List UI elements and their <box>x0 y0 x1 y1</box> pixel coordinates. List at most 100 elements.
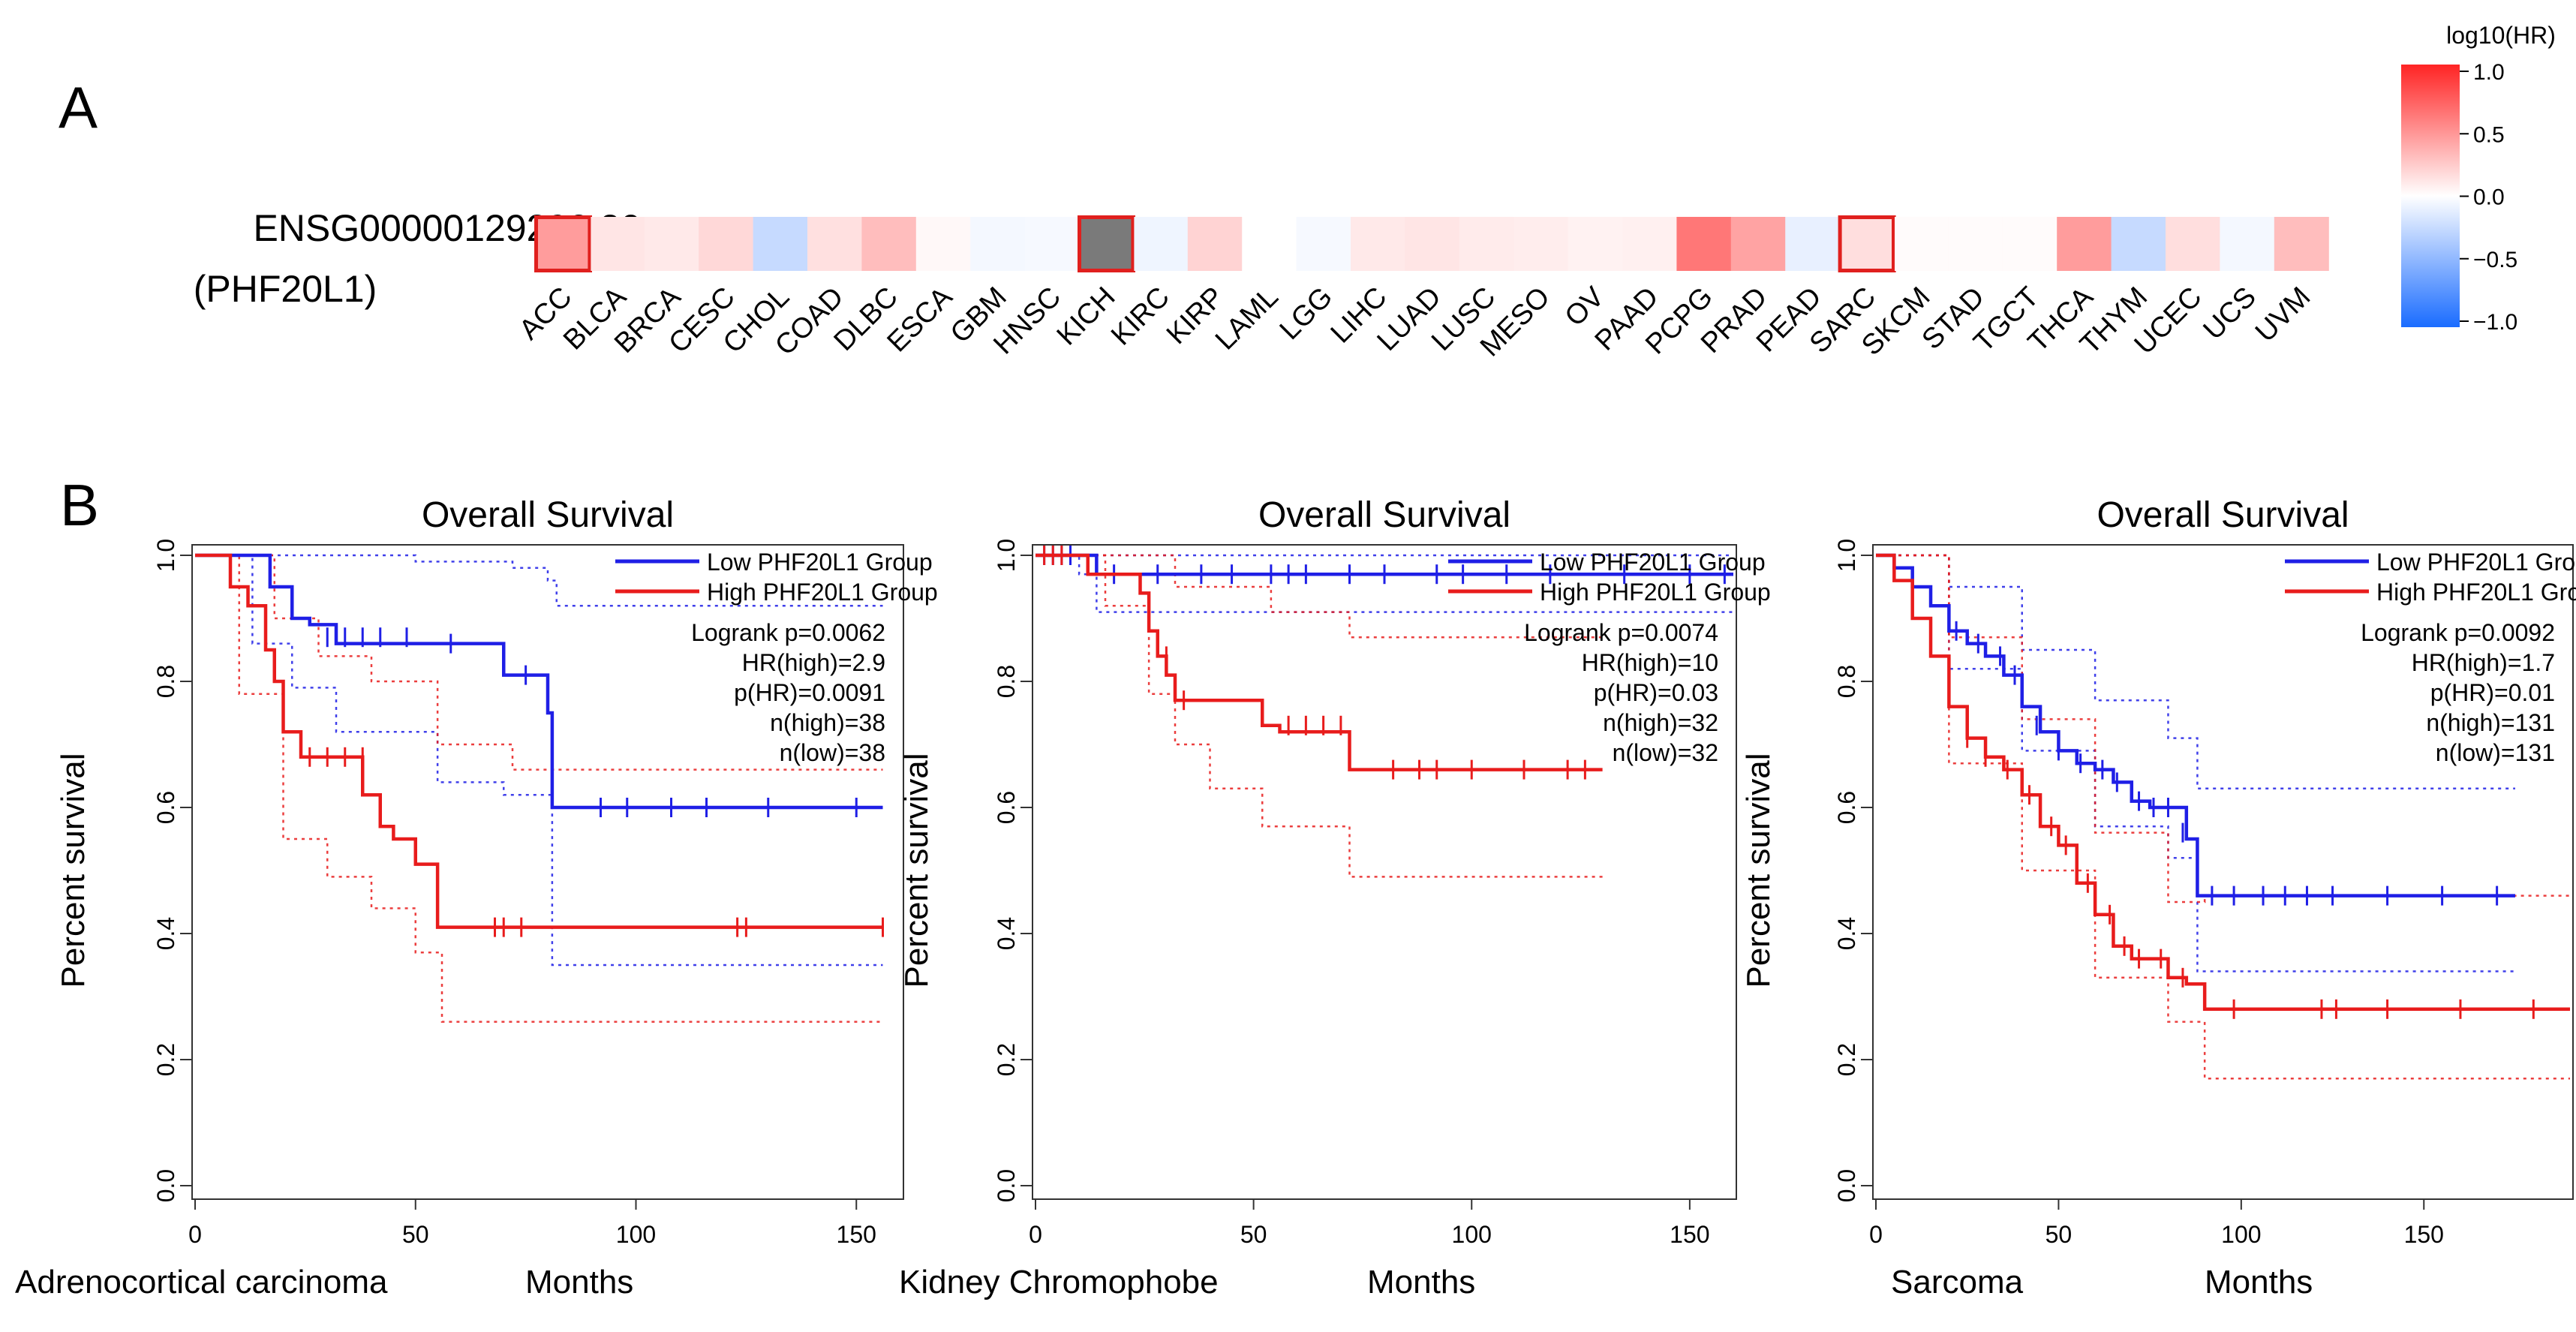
heatmap-cell-cesc <box>699 217 754 271</box>
heatmap-cell-stad <box>1948 217 2003 271</box>
heatmap-cell-thca <box>2057 217 2112 271</box>
heatmap-cells <box>534 215 2329 272</box>
y-tick-label: 0.0 <box>1833 1169 1860 1202</box>
legend-label: Low PHF20L1 Group <box>1540 549 1766 576</box>
y-tick-label: 0.8 <box>1833 665 1860 698</box>
cancer-type-label: Kidney Chromophobe <box>899 1264 1219 1300</box>
stat-line: p(HR)=0.0091 <box>734 679 885 706</box>
heatmap-cell-blca <box>590 217 645 271</box>
y-axis-label: Percent survival <box>55 753 92 988</box>
heatmap-cell-ucs <box>2220 217 2275 271</box>
y-tick-label: 0.6 <box>993 791 1020 824</box>
heatmap-cell-lihc <box>1351 217 1405 271</box>
legend-label: Low PHF20L1 Group <box>2376 549 2576 576</box>
heatmap-cell-sarc <box>1838 215 1896 272</box>
plot-frame <box>1872 544 2574 1200</box>
stat-line: n(low)=131 <box>2436 739 2555 766</box>
x-tick-label: 100 <box>1452 1221 1492 1248</box>
legend-label: High PHF20L1 Group <box>1540 579 1771 606</box>
heatmap-cell-ucec <box>2166 217 2220 271</box>
y-tick-label: 0.4 <box>152 917 179 950</box>
stat-line: n(high)=38 <box>770 709 885 736</box>
y-tick-label: 0.8 <box>152 665 179 698</box>
x-tick-label: 0 <box>1029 1221 1042 1248</box>
ci-upper-high <box>1876 554 2570 904</box>
y-tick-label: 1.0 <box>1833 539 1860 572</box>
y-tick-label: 0.2 <box>993 1043 1020 1076</box>
heatmap-highlight-acc <box>535 216 591 272</box>
legend-label: High PHF20L1 Group <box>2376 579 2576 606</box>
y-tick-label: 0.6 <box>1833 791 1860 824</box>
chart-title: Overall Survival <box>2097 495 2349 535</box>
colorbar-tick-label: 0.5 <box>2473 122 2505 147</box>
ci-lower-high <box>1876 554 2570 1080</box>
heatmap-xlabel-lgg: LGG <box>1274 281 1339 346</box>
heatmap-cell-brca <box>644 217 699 271</box>
heatmap-xlabel-uvm: UVM <box>2250 281 2316 348</box>
stat-line: n(high)=131 <box>2426 709 2555 736</box>
stat-line: HR(high)=2.9 <box>742 649 885 676</box>
cancer-type-label: Sarcoma <box>1891 1264 2024 1300</box>
colorbar <box>2401 65 2460 327</box>
survival-curve-high <box>1036 553 1603 771</box>
y-tick-label: 0.4 <box>1833 917 1860 950</box>
chart-title: Overall Survival <box>1258 495 1510 535</box>
x-tick-label: 150 <box>1670 1221 1709 1248</box>
heatmap-cell-ov <box>1568 217 1623 271</box>
ci-lower-high <box>195 554 883 1023</box>
x-tick-label: 150 <box>837 1221 876 1248</box>
y-tick-label: 1.0 <box>152 539 179 572</box>
heatmap-cell-hnsc <box>1024 217 1080 271</box>
km-chart-kidney-chromophobe: Overall Survival 0.0 0.2 0.4 0.6 0.8 1.0 0 50 100… <box>898 495 1771 1300</box>
heatmap-cell-esca <box>915 217 971 271</box>
heatmap-cell-kirc <box>1133 217 1189 271</box>
survival-curve-low <box>1876 553 2515 898</box>
heatmap-xlabel-ucs: UCS <box>2198 281 2262 346</box>
heatmap-cell-meso <box>1513 217 1569 271</box>
heatmap-cell-pcpg <box>1676 217 1732 271</box>
heatmap-x-labels: ACCBLCABRCACESCCHOLCOADDLBCESCAGBMHNSCKI… <box>513 281 2316 362</box>
heatmap-cell-skcm <box>1894 217 1949 271</box>
heatmap-cell-lgg <box>1296 217 1351 271</box>
heatmap-cell-paad <box>1622 217 1677 271</box>
cancer-type-label: Adrenocortical carcinoma <box>15 1264 388 1300</box>
survival-curve-high <box>195 553 883 929</box>
y-tick-label: 0.2 <box>1833 1043 1860 1076</box>
ci-upper-high <box>1036 554 1603 639</box>
legend-label: Low PHF20L1 Group <box>707 549 933 576</box>
heatmap-cell-kirp <box>1187 217 1243 271</box>
stat-line: p(HR)=0.01 <box>2430 679 2555 706</box>
x-axis-label: Months <box>525 1264 633 1300</box>
x-tick-label: 100 <box>616 1221 656 1248</box>
y-tick-label: 0.2 <box>152 1043 179 1076</box>
heatmap-cell-gbm <box>970 217 1026 271</box>
heatmap-cell-chol <box>753 217 808 271</box>
stat-line: HR(high)=10 <box>1582 649 1718 676</box>
y-axis-label: Percent survival <box>1740 753 1777 988</box>
x-tick-label: 50 <box>2045 1221 2073 1248</box>
heatmap-cell-coad <box>807 217 862 271</box>
panel-label-a: A <box>59 74 98 140</box>
colorbar-title: log10(HR) <box>2446 22 2556 49</box>
heatmap-highlight-kich <box>1078 216 1135 272</box>
ci-lower-low <box>1876 554 2515 973</box>
km-chart-adrenocortical: Overall Survival 0.0 0.2 0.4 0.6 0.8 1.0 0 50 100… <box>15 495 938 1300</box>
stat-line: n(high)=32 <box>1603 709 1718 736</box>
x-tick-label: 50 <box>402 1221 429 1248</box>
heatmap-cell-pead <box>1785 217 1841 271</box>
heatmap-xlabel-laml: LAML <box>1210 281 1285 356</box>
stat-line: Logrank p=0.0074 <box>1524 619 1718 646</box>
x-axis-label: Months <box>2205 1264 2313 1300</box>
heatmap-cell-acc <box>534 215 592 272</box>
stat-line: p(HR)=0.03 <box>1594 679 1718 706</box>
plot-frame <box>1032 544 1737 1200</box>
heatmap-cell-uvm <box>2274 217 2329 271</box>
y-tick-label: 0.0 <box>152 1169 179 1202</box>
ci-lower-high <box>1036 554 1603 878</box>
stat-line: HR(high)=1.7 <box>2412 649 2555 676</box>
plot-frame <box>191 544 904 1200</box>
colorbar-tick-label: −0.5 <box>2473 248 2517 272</box>
gene-symbol-label: (PHF20L1) <box>194 268 377 310</box>
y-tick-label: 0.8 <box>993 665 1020 698</box>
